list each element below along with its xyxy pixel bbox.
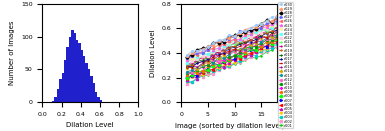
Bar [69, 37, 71, 102]
Bar [88, 69, 90, 102]
Bar [54, 97, 57, 102]
Bar [97, 97, 100, 102]
X-axis label: Image (sorted by dilation level): Image (sorted by dilation level) [174, 122, 284, 129]
Bar [62, 73, 64, 102]
Bar [83, 56, 85, 102]
Bar [100, 100, 102, 102]
Y-axis label: Dilation Level: Dilation Level [150, 29, 156, 77]
Bar [81, 50, 83, 102]
Bar [90, 76, 93, 102]
Bar [71, 30, 74, 102]
Bar [85, 63, 88, 102]
Bar [95, 92, 97, 102]
Bar [76, 40, 78, 102]
X-axis label: Dilation Level: Dilation Level [67, 122, 114, 129]
Bar [78, 43, 81, 102]
Bar [59, 79, 62, 102]
Bar [64, 60, 66, 102]
Bar [74, 33, 76, 102]
Bar [66, 47, 69, 102]
Bar [52, 101, 54, 102]
Bar [57, 89, 59, 102]
Y-axis label: Number of Images: Number of Images [10, 21, 15, 85]
Bar [93, 83, 95, 102]
Legend: e030, e029, e028, e027, e026, e025, e024, e023, e022, e021, e020, e019, e018, e0: e030, e029, e028, e027, e026, e025, e024… [278, 2, 293, 128]
